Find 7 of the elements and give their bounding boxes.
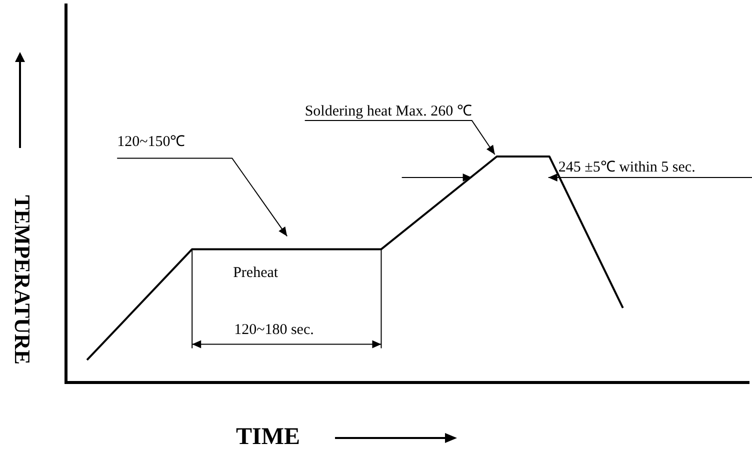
y-axis-title: TEMPERATURE [9, 194, 35, 367]
text: 120~150℃ [117, 134, 186, 150]
annotation: Preheat [233, 265, 279, 282]
annotation: 120~180 sec. [234, 322, 314, 338]
text: Soldering heat Max. 260 ℃ [304, 103, 472, 120]
annotation: 245 ±5℃ within 5 sec. [558, 159, 696, 176]
x-axis-title: TIME [236, 424, 300, 451]
